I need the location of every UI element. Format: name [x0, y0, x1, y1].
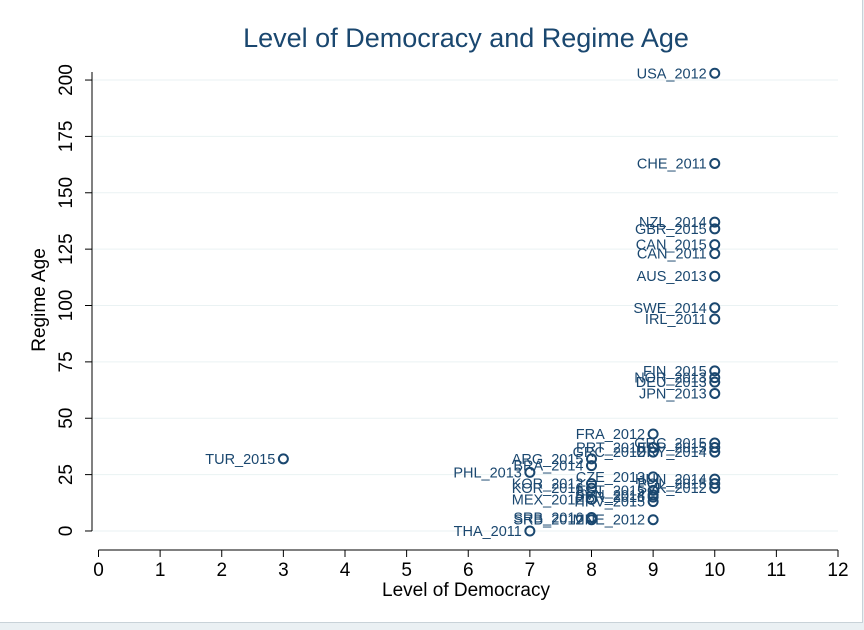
- scatter-point: [647, 442, 659, 454]
- x-tick-label: 7: [525, 560, 536, 581]
- x-tick-label: 1: [155, 560, 166, 581]
- scatter-point: [277, 453, 289, 465]
- scatter-point: [647, 428, 659, 440]
- scatter-point: [709, 482, 721, 494]
- x-tick-label: 9: [648, 560, 659, 581]
- scatter-point: [647, 484, 659, 496]
- point-label: FRA_2012: [576, 427, 645, 443]
- point-label: TUR_2015: [205, 452, 275, 468]
- scatter-point: [709, 157, 721, 169]
- x-tick-label: 5: [401, 560, 412, 581]
- point-label: NOR_2013: [634, 371, 707, 387]
- point-label: KOR_2012: [512, 477, 584, 493]
- x-tick-label: 4: [340, 560, 351, 581]
- scatter-point: [709, 372, 721, 384]
- point-label: PRT_2015: [576, 441, 645, 457]
- point-label: GBR_2015: [635, 222, 707, 238]
- scatter-point: [524, 466, 536, 478]
- scatter-point: [709, 365, 721, 377]
- point-label: URY_2014: [636, 445, 707, 461]
- y-tick-label: 150: [56, 177, 77, 209]
- scatter-point: [709, 239, 721, 251]
- point-label: PHL_2013: [453, 465, 522, 481]
- y-tick-label: 50: [56, 408, 77, 429]
- point-label: FIN_2015: [643, 364, 707, 380]
- scatter-point: [585, 460, 597, 472]
- scatter-point: [585, 482, 597, 494]
- scatter-point: [709, 67, 721, 79]
- y-tick-label: 200: [56, 64, 77, 96]
- scatter-point: [709, 302, 721, 314]
- scatter-point: [709, 376, 721, 388]
- scatter-point: [709, 216, 721, 228]
- point-label: CHE_2011: [637, 156, 707, 172]
- x-tick-label: 11: [767, 560, 787, 581]
- point-label: SWE_2014: [633, 301, 706, 317]
- scatter-point: [709, 223, 721, 235]
- x-tick-label: 2: [216, 560, 227, 581]
- scatter-point: [647, 496, 659, 508]
- y-tick-label: 175: [56, 121, 77, 153]
- y-tick-label: 25: [56, 464, 77, 485]
- point-label: SVN_2014: [575, 488, 645, 504]
- scatter-point: [647, 491, 659, 503]
- x-tick-label: 8: [586, 560, 597, 581]
- x-tick-label: 0: [93, 560, 104, 581]
- x-tick-label: 3: [278, 560, 289, 581]
- x-axis-title: Level of Democracy: [382, 580, 550, 601]
- y-tick-label: 100: [56, 290, 77, 322]
- scatter-point: [709, 313, 721, 325]
- scatter-point: [585, 453, 597, 465]
- point-label: POL_2015: [637, 477, 706, 493]
- data-points: USA_2012 CHE_2011 NZL_2014GBR_2015CAN_2015…: [205, 66, 721, 540]
- scatter-point: [709, 442, 721, 454]
- x-tick-label: 10: [704, 560, 725, 581]
- point-label: SRB_2016: [513, 510, 583, 526]
- point-label: AUS_2013: [637, 269, 707, 285]
- point-label: SRB_2012: [513, 513, 583, 529]
- scatter-point: [709, 248, 721, 260]
- x-tick-label: 12: [827, 560, 848, 581]
- scatter-point: [585, 493, 597, 505]
- y-tick-label: 125: [56, 233, 77, 265]
- chart-title: Level of Democracy and Regime Age: [243, 23, 689, 53]
- grid-lines: [92, 79, 838, 532]
- point-label: HUN_2014: [635, 472, 707, 488]
- point-label: CAN_2015: [636, 238, 707, 254]
- point-label: CZE_2013: [576, 470, 645, 486]
- scatter-point: [647, 471, 659, 483]
- y-tick-label: 0: [56, 526, 77, 537]
- y-axis-title: Regime Age: [29, 248, 50, 352]
- point-label: KOR_2016: [512, 481, 584, 497]
- point-label: GRC_2012: [573, 445, 646, 461]
- scatter-point: [709, 478, 721, 490]
- scatter-point: [524, 525, 536, 537]
- scatter-point: [709, 270, 721, 282]
- point-label: THA_2011: [454, 524, 522, 540]
- point-label: HRV_2015: [574, 495, 645, 511]
- y-tick-label: 75: [56, 351, 77, 372]
- point-label: JPN_2013: [639, 386, 707, 402]
- point-label: MNE_2012: [573, 513, 646, 529]
- scatter-point: [585, 478, 597, 490]
- scatter-point: [709, 387, 721, 399]
- point-label: IRL_2011: [645, 312, 707, 328]
- scatter-point: [709, 446, 721, 458]
- point-label: MEX_2012: [512, 492, 584, 508]
- point-label: CAN_2011: [637, 247, 707, 263]
- scatter-point: [647, 514, 659, 526]
- point-label: ARG_2015: [512, 452, 584, 468]
- point-label: DEU_2013: [636, 375, 707, 391]
- x-tick-label: 6: [463, 560, 474, 581]
- scatter-point: [647, 446, 659, 458]
- point-label: BRA_2014: [513, 459, 583, 475]
- point-label: USA_2012: [637, 66, 707, 82]
- point-label: NZL_2014: [639, 215, 707, 231]
- scatter-point: [585, 514, 597, 526]
